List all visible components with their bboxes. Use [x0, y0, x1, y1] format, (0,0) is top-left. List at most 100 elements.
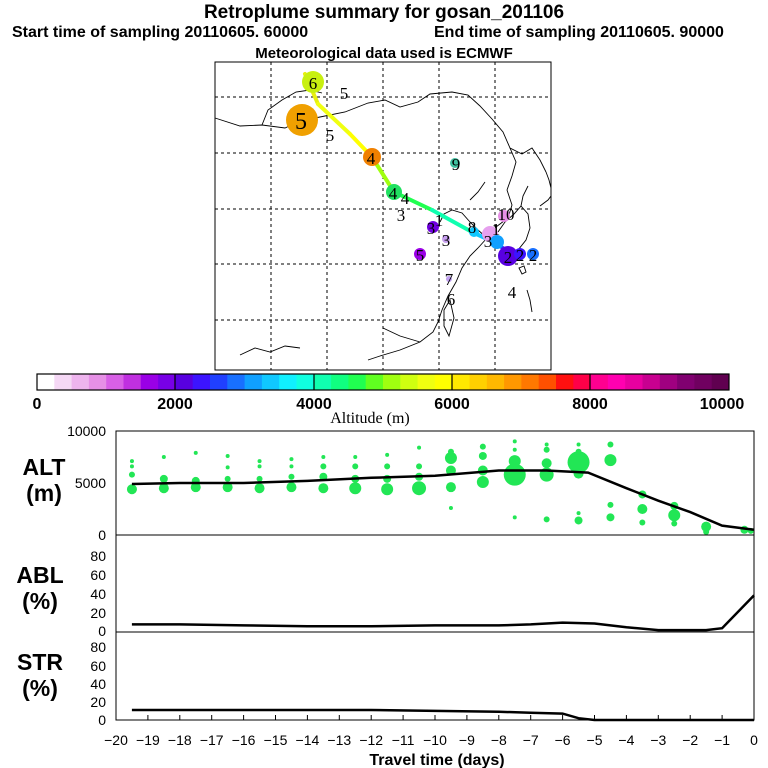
cluster-marker: [450, 158, 460, 168]
x-tick-label: −20: [104, 732, 128, 748]
alt-scatter-point: [289, 457, 294, 462]
sampling-start: Start time of sampling 20110605. 60000: [12, 24, 309, 41]
cluster-label: 10: [498, 205, 515, 224]
colorbar-cell: [296, 374, 315, 390]
x-tick-label: −17: [200, 732, 224, 748]
alt-scatter-point: [318, 483, 329, 494]
colorbar-frame: [36, 373, 730, 391]
cluster-label: 5: [340, 84, 349, 103]
alt-scatter-point: [319, 472, 328, 481]
colorbar-ticks: 0 2000 4000 6000 8000 10000: [33, 396, 745, 413]
abl-ytick: 0: [98, 623, 106, 639]
alt-ytick: 5000: [75, 475, 106, 491]
alt-scatter-point: [353, 455, 358, 459]
x-axis-ticks: −20 −19 −18 −17 −16 −15 −14 −13 −12 −11 −10 −9 −8 −7−…: [104, 715, 758, 748]
cluster-label: 2: [529, 246, 538, 265]
alt-scatter-point: [257, 464, 262, 469]
alt-scatter-point: [607, 441, 614, 448]
alt-scatter-point: [417, 445, 422, 450]
abl-label: ABL: [16, 562, 63, 588]
cluster-label: 1: [492, 220, 501, 239]
alt-scatter-point: [701, 521, 712, 532]
cluster-label: 2: [516, 246, 525, 265]
x-tick-label: −6: [555, 732, 571, 748]
trajectory-segment: [316, 102, 352, 136]
alt-scatter-point: [576, 442, 581, 447]
alt-scatter-point: [445, 482, 456, 493]
x-axis-label: Travel time (days): [369, 752, 504, 768]
colorbar-cell: [486, 374, 505, 390]
alt-scatter: [126, 439, 754, 535]
colorbar-cell: [210, 374, 228, 390]
alt-scatter-point: [543, 516, 550, 523]
cluster-marker: [414, 248, 426, 260]
abl-panel: ABL (%) 80 60 40 20 0: [16, 534, 755, 639]
colorbar-tick: 6000: [434, 396, 470, 413]
colorbar-cell: [140, 374, 159, 390]
alt-scatter-point: [512, 439, 517, 444]
x-tick-label: −2: [682, 732, 698, 748]
colorbar-cell: [261, 374, 280, 390]
colorbar-cell: [694, 374, 713, 390]
x-tick-label: −1: [714, 732, 730, 748]
str-ytick: 60: [90, 658, 106, 674]
x-tick-label: −16: [232, 732, 256, 748]
cluster-marker: [363, 148, 381, 166]
alt-scatter-point: [606, 513, 615, 522]
alt-scatter-point: [544, 442, 549, 447]
alt-scatter-point: [541, 458, 552, 469]
alt-scatter-point: [479, 443, 486, 450]
colorbar-cell: [434, 374, 453, 390]
colorbar-cell: [158, 374, 176, 390]
alt-scatter-point: [567, 451, 590, 474]
colorbar-cell: [313, 374, 332, 390]
colorbar-cell: [279, 374, 297, 390]
x-tick-label: −18: [168, 732, 192, 748]
altitude-colorbar: 0 2000 4000 6000 8000 10000 Altitude (m): [33, 373, 745, 427]
alt-ytick: 0: [98, 527, 106, 543]
alt-unit: (m): [26, 480, 62, 506]
alt-scatter-point: [286, 482, 297, 493]
alt-scatter-point: [126, 484, 137, 495]
x-tick-label: −13: [327, 732, 351, 748]
chart-title: Retroplume summary for gosan_201106: [203, 2, 565, 23]
met-data-note: Meteorological data used is ECMWF: [255, 45, 513, 62]
cluster-label: 5: [416, 246, 425, 265]
alt-panel: ALT (m) 10000 5000 0: [22, 423, 755, 543]
colorbar-cell: [469, 374, 488, 390]
colorbar-tick: 8000: [572, 396, 608, 413]
str-panel-frame: [115, 631, 755, 721]
cluster-marker: [514, 248, 526, 260]
alt-scatter-point: [444, 452, 457, 465]
colorbar-dividers: [174, 374, 591, 390]
alt-scatter-point: [254, 483, 265, 494]
cluster-label: 4: [401, 189, 410, 208]
alt-scatter-point: [639, 519, 646, 526]
colorbar-cell: [175, 374, 194, 390]
cluster-label: 3: [397, 206, 406, 225]
colorbar-tick: 4000: [296, 396, 332, 413]
str-label: STR: [17, 649, 63, 675]
cluster-label: 7: [445, 270, 454, 289]
x-tick-label: −19: [136, 732, 160, 748]
alt-scatter-point: [385, 452, 390, 457]
colorbar-cell: [383, 374, 401, 390]
colorbar-cell: [365, 374, 384, 390]
colorbar-cell: [573, 374, 592, 390]
colorbar-cell: [54, 374, 73, 390]
abl-unit: (%): [22, 588, 58, 614]
colorbar-tick: 10000: [700, 396, 745, 413]
alt-scatter-point: [129, 464, 134, 469]
x-tick-label: −5: [587, 732, 603, 748]
cluster-marker: [446, 276, 452, 282]
alt-scatter-point: [129, 459, 134, 464]
alt-scatter-point: [607, 501, 614, 508]
alt-scatter-point: [158, 483, 169, 494]
cluster-label: 6: [447, 290, 456, 309]
cluster-label: 3: [442, 231, 451, 250]
alt-scatter-point: [574, 516, 583, 525]
trajectory-segment: [430, 208, 474, 234]
cluster-marker: [442, 235, 450, 243]
colorbar-cell: [348, 374, 367, 390]
alt-scatter-point: [503, 463, 526, 486]
